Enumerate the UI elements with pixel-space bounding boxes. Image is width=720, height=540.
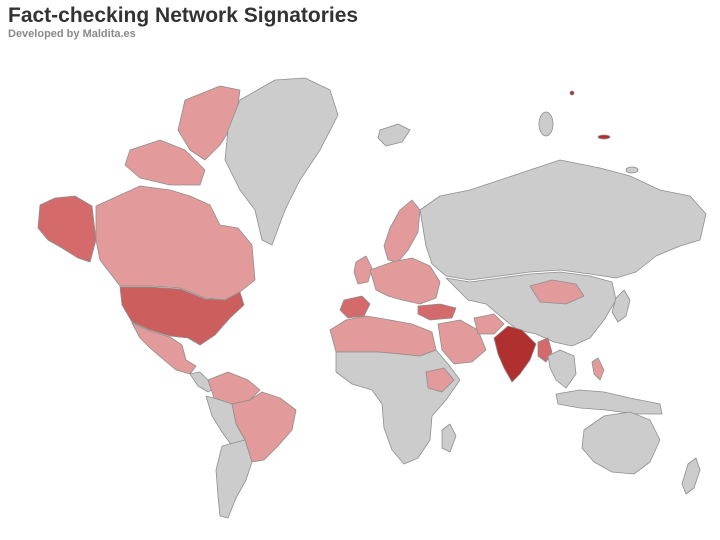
region-canada[interactable] [95, 185, 256, 301]
region-arctic-island-small[interactable] [569, 90, 575, 96]
region-chile-argentina[interactable] [215, 439, 253, 519]
region-mexico[interactable] [131, 322, 197, 375]
world-map [37, 77, 707, 519]
region-united-states[interactable] [119, 286, 245, 346]
region-australia[interactable] [581, 411, 661, 475]
region-madagascar[interactable] [441, 423, 457, 453]
region-canada-arctic[interactable] [124, 139, 206, 186]
region-scandinavia[interactable] [383, 199, 421, 263]
region-japan[interactable] [611, 289, 631, 323]
region-north-africa[interactable] [329, 315, 437, 357]
region-arctic-island-grey-2[interactable] [625, 166, 639, 174]
region-afghanistan[interactable] [473, 313, 505, 335]
region-new-zealand[interactable] [681, 457, 701, 495]
region-europe[interactable] [369, 257, 441, 305]
region-india[interactable] [493, 325, 537, 383]
region-mongolia[interactable] [529, 279, 585, 305]
region-arctic-island-grey[interactable] [538, 111, 554, 137]
region-arctic-island-bar[interactable] [597, 134, 611, 140]
region-africa[interactable] [335, 349, 461, 465]
map-subtitle: Developed by Maldita.es [8, 28, 136, 40]
region-indonesia[interactable] [555, 389, 663, 415]
map-title: Fact-checking Network Signatories [8, 4, 359, 27]
region-russia[interactable] [419, 159, 707, 281]
region-spain[interactable] [339, 295, 371, 319]
region-turkey[interactable] [417, 303, 457, 321]
region-greenland[interactable] [224, 77, 339, 246]
region-philippines[interactable] [591, 357, 605, 381]
region-alaska[interactable] [37, 195, 97, 263]
region-ethiopia[interactable] [425, 367, 455, 393]
region-canada-ellesmere[interactable] [177, 85, 241, 161]
region-iceland[interactable] [377, 123, 411, 147]
region-uk-ireland[interactable] [353, 255, 373, 285]
region-southeast-asia[interactable] [547, 349, 577, 389]
region-arabia[interactable] [437, 319, 487, 365]
